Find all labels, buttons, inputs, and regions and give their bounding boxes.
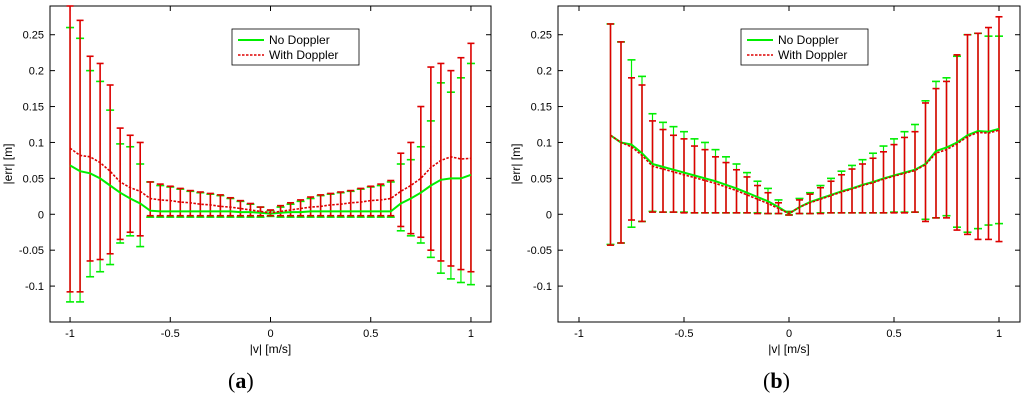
y-tick-label: 0.1	[29, 137, 44, 149]
error-bar	[437, 62, 445, 262]
error-bar	[407, 141, 415, 235]
legend-box	[231, 28, 360, 66]
y-tick-label: 0.05	[23, 173, 44, 185]
error-bar	[607, 23, 614, 246]
error-bar	[427, 66, 435, 251]
x-tick-label: -1	[574, 328, 584, 340]
y-tick-label: 0	[38, 209, 44, 221]
error-bar	[922, 102, 929, 223]
error-bar	[126, 134, 134, 234]
panel-label-b: (b)	[763, 368, 790, 393]
error-bar	[236, 199, 244, 217]
error-bar	[859, 163, 866, 214]
y-tick-label: 0.25	[531, 30, 552, 42]
error-bar	[447, 69, 455, 267]
y-tick-label: 0.25	[23, 30, 44, 42]
legend-entry: With Doppler	[747, 48, 847, 62]
error-bar	[628, 77, 635, 221]
error-bar	[827, 180, 835, 214]
x-tick-label: 0.5	[363, 328, 378, 340]
error-bar	[806, 193, 814, 215]
legend-box	[740, 28, 869, 66]
error-bar	[848, 168, 856, 214]
y-tick-label: 0.15	[531, 102, 552, 114]
error-bar	[911, 130, 919, 213]
x-axis-label: |v| [m/s]	[768, 342, 810, 356]
legend-label: With Doppler	[269, 48, 338, 62]
error-bar	[670, 134, 677, 213]
error-bar	[974, 32, 982, 241]
y-tick-label: -0.05	[527, 245, 552, 257]
error-bar	[817, 186, 824, 215]
error-bar	[880, 150, 887, 214]
error-bar	[116, 127, 124, 241]
y-tick-label: -0.1	[25, 281, 44, 293]
panel-label-a: (a)	[228, 368, 254, 393]
error-bar	[680, 138, 688, 214]
error-bar	[901, 136, 908, 214]
x-tick-label: 0	[267, 328, 273, 340]
y-tick-label: 0.1	[537, 137, 552, 149]
error-bar	[106, 84, 114, 255]
error-bar	[712, 156, 719, 214]
error-bar	[96, 62, 104, 261]
y-axis-label: |err| [m]	[1, 144, 15, 185]
legend-label: No Doppler	[778, 33, 839, 47]
chart-panel-a: -0.1 -0.05 0 0.05 0.1 0.15 0.2 0.25 -1 -0.5 0 0.5 1 |…	[1, 5, 492, 356]
error-bar	[136, 141, 144, 237]
x-axis-label: |v| [m/s]	[250, 342, 292, 356]
error-bar	[397, 152, 405, 228]
x-tick-label: -0.5	[161, 328, 180, 340]
chart-panel-b: -0.1 -0.05 0 0.05 0.1 0.15 0.2 0.25 -1 -0.5 0 0.5 1 |…	[509, 5, 1021, 356]
legend-label: No Doppler	[269, 33, 330, 47]
error-bar	[869, 157, 877, 214]
y-tick-label: 0.2	[537, 66, 552, 78]
y-tick-label: 0.2	[29, 66, 44, 78]
error-bar	[743, 176, 751, 214]
error-bar	[659, 128, 667, 213]
x-tick-label: 0	[786, 328, 792, 340]
x-tick-label: 1	[468, 328, 474, 340]
y-tick-label: -0.05	[19, 245, 44, 257]
y-tick-label: -0.1	[533, 281, 552, 293]
x-tick-label: 0.5	[886, 328, 901, 340]
error-bar	[387, 179, 395, 217]
error-bar	[890, 143, 898, 214]
y-tick-label: 0.05	[531, 173, 552, 185]
series-line-with-doppler	[69, 147, 472, 214]
error-bar	[932, 87, 940, 219]
legend-label: With Doppler	[778, 48, 847, 62]
series-with-doppler	[607, 15, 1003, 246]
series-line-no-doppler	[609, 127, 1000, 215]
error-bar	[457, 56, 465, 271]
error-bar	[467, 42, 475, 273]
error-bar	[691, 145, 698, 214]
error-bar	[417, 105, 425, 239]
error-bar	[754, 184, 761, 215]
y-tick-label: 0	[546, 209, 552, 221]
x-tick-label: -0.5	[675, 328, 694, 340]
y-tick-label: 0.15	[23, 102, 44, 114]
series-line-with-doppler	[610, 129, 1000, 215]
error-bar	[838, 173, 845, 214]
x-tick-label: 1	[996, 328, 1002, 340]
legend-entry: No Doppler	[238, 33, 330, 47]
error-bar	[701, 148, 709, 214]
error-bar	[277, 204, 285, 217]
legend-entry: With Doppler	[238, 48, 338, 62]
y-axis-label: |err| [m]	[509, 144, 523, 185]
x-tick-label: -1	[65, 328, 75, 340]
error-bar	[256, 206, 264, 217]
legend-entry: No Doppler	[747, 33, 839, 47]
error-bar	[86, 55, 94, 262]
